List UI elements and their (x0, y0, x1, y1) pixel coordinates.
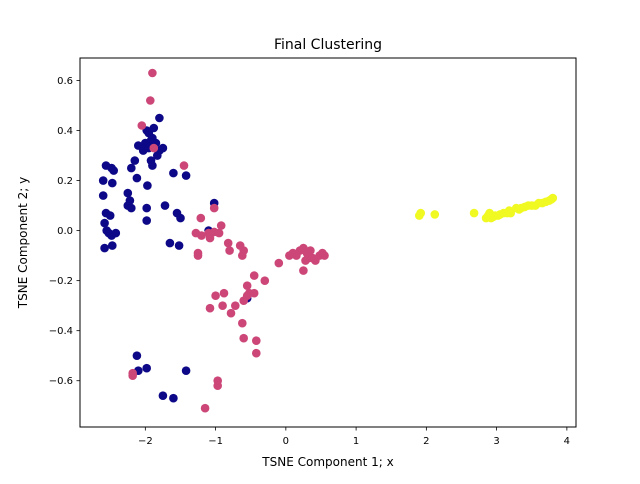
x-tick-label: 4 (564, 436, 570, 447)
cluster-2-point (239, 296, 248, 306)
x-tick-label: 2 (423, 436, 429, 447)
cluster-2-point (211, 291, 220, 301)
cluster-2-point (225, 246, 234, 255)
x-tick-label: −2 (138, 436, 153, 447)
cluster-1-point (176, 213, 185, 223)
cluster-2-point (200, 403, 210, 413)
cluster-1-point (127, 203, 136, 213)
cluster-1-point (165, 238, 175, 248)
cluster-1-point (155, 113, 164, 123)
cluster-3-point (416, 208, 426, 218)
cluster-1-point (181, 171, 191, 180)
y-tick-label: −0.2 (49, 276, 73, 287)
cluster-2-point (223, 238, 233, 248)
cluster-2-point (197, 231, 206, 240)
cluster-1-point (169, 393, 178, 403)
cluster-1-point (143, 181, 152, 190)
cluster-1-point (98, 176, 108, 185)
cluster-1-point (123, 188, 133, 198)
cluster-1-point (127, 163, 136, 173)
cluster-2-point (137, 121, 147, 130)
x-tick-label: 0 (283, 436, 289, 447)
cluster-2-point (193, 251, 203, 260)
cluster-2-point (299, 266, 308, 275)
cluster-2-point (179, 161, 189, 170)
y-tick-label: 0.0 (57, 226, 73, 237)
cluster-2-point (128, 371, 137, 381)
cluster-2-point (249, 271, 259, 280)
chart-title: Final Clustering (274, 37, 382, 53)
cluster-1-point (111, 228, 121, 238)
cluster-2-point (148, 68, 157, 78)
y-tick-label: 0.6 (57, 76, 73, 87)
cluster-1-point (105, 211, 115, 220)
cluster-3-point (469, 208, 479, 218)
cluster-1-point (169, 168, 178, 178)
cluster-1-point (160, 201, 170, 210)
cluster-1-point (130, 156, 140, 165)
x-axis: −2 −1 0 1 2 3 4 (138, 427, 570, 447)
cluster-2-point (218, 301, 227, 311)
cluster-2-point (213, 381, 222, 391)
cluster-2-point (242, 281, 252, 291)
x-tick-label: −1 (208, 436, 223, 447)
x-tick-label: 3 (493, 436, 499, 447)
cluster-1-point (108, 241, 117, 250)
cluster-2-point (260, 276, 270, 286)
plot-frame (79, 57, 577, 428)
cluster-2-point (251, 336, 261, 346)
cluster-1-point (100, 243, 109, 253)
cluster-2-point (251, 348, 261, 358)
cluster-1-point (109, 166, 118, 175)
cluster-1-point (148, 161, 157, 170)
cluster-1-point (174, 241, 184, 250)
cluster-2-point (216, 221, 226, 230)
cluster-2-point (239, 333, 248, 343)
cluster-1-point (158, 143, 168, 153)
cluster-1-point (158, 391, 168, 401)
cluster-2-point (209, 203, 219, 213)
cluster-3-point (547, 195, 556, 204)
cluster-1-point (142, 363, 151, 373)
cluster-2-point (320, 251, 329, 260)
cluster-2-point (146, 96, 155, 105)
cluster-3-point (430, 210, 440, 219)
cluster-2-point (205, 303, 215, 313)
points-layer (98, 68, 558, 413)
cluster-3-point (506, 208, 515, 218)
cluster-2-point (238, 318, 247, 328)
cluster-1-point (132, 173, 142, 183)
cluster-2-point (226, 308, 236, 318)
cluster-1-point (181, 366, 191, 376)
y-tick-label: 0.2 (57, 176, 73, 187)
cluster-1-point (98, 191, 108, 200)
cluster-2-point (196, 213, 206, 223)
cluster-2-point (304, 253, 313, 263)
cluster-1-point (132, 351, 142, 361)
cluster-2-point (238, 251, 247, 260)
cluster-1-point (108, 178, 117, 188)
x-axis-label: TSNE Component 1; x (261, 455, 393, 469)
cluster-2-point (306, 246, 315, 255)
y-tick-label: −0.6 (49, 376, 73, 387)
cluster-2-point (214, 228, 224, 238)
y-axis-label: TSNE Component 2; y (16, 177, 30, 309)
x-tick-label: 1 (353, 436, 359, 447)
cluster-2-point (219, 288, 229, 298)
y-tick-label: 0.4 (57, 126, 73, 137)
y-tick-label: −0.4 (49, 326, 73, 337)
cluster-2-point (231, 301, 240, 311)
cluster-2-point (149, 143, 159, 153)
y-axis: −0.6 −0.4 −0.2 0.0 0.2 0.4 0.6 (49, 76, 80, 387)
cluster-1-point (149, 123, 159, 133)
cluster-1-point (100, 218, 109, 228)
cluster-2-point (205, 233, 215, 243)
cluster-2-point (274, 258, 284, 268)
cluster-1-point (142, 203, 151, 213)
cluster-2-point (249, 288, 259, 298)
cluster-1-point (142, 216, 151, 225)
